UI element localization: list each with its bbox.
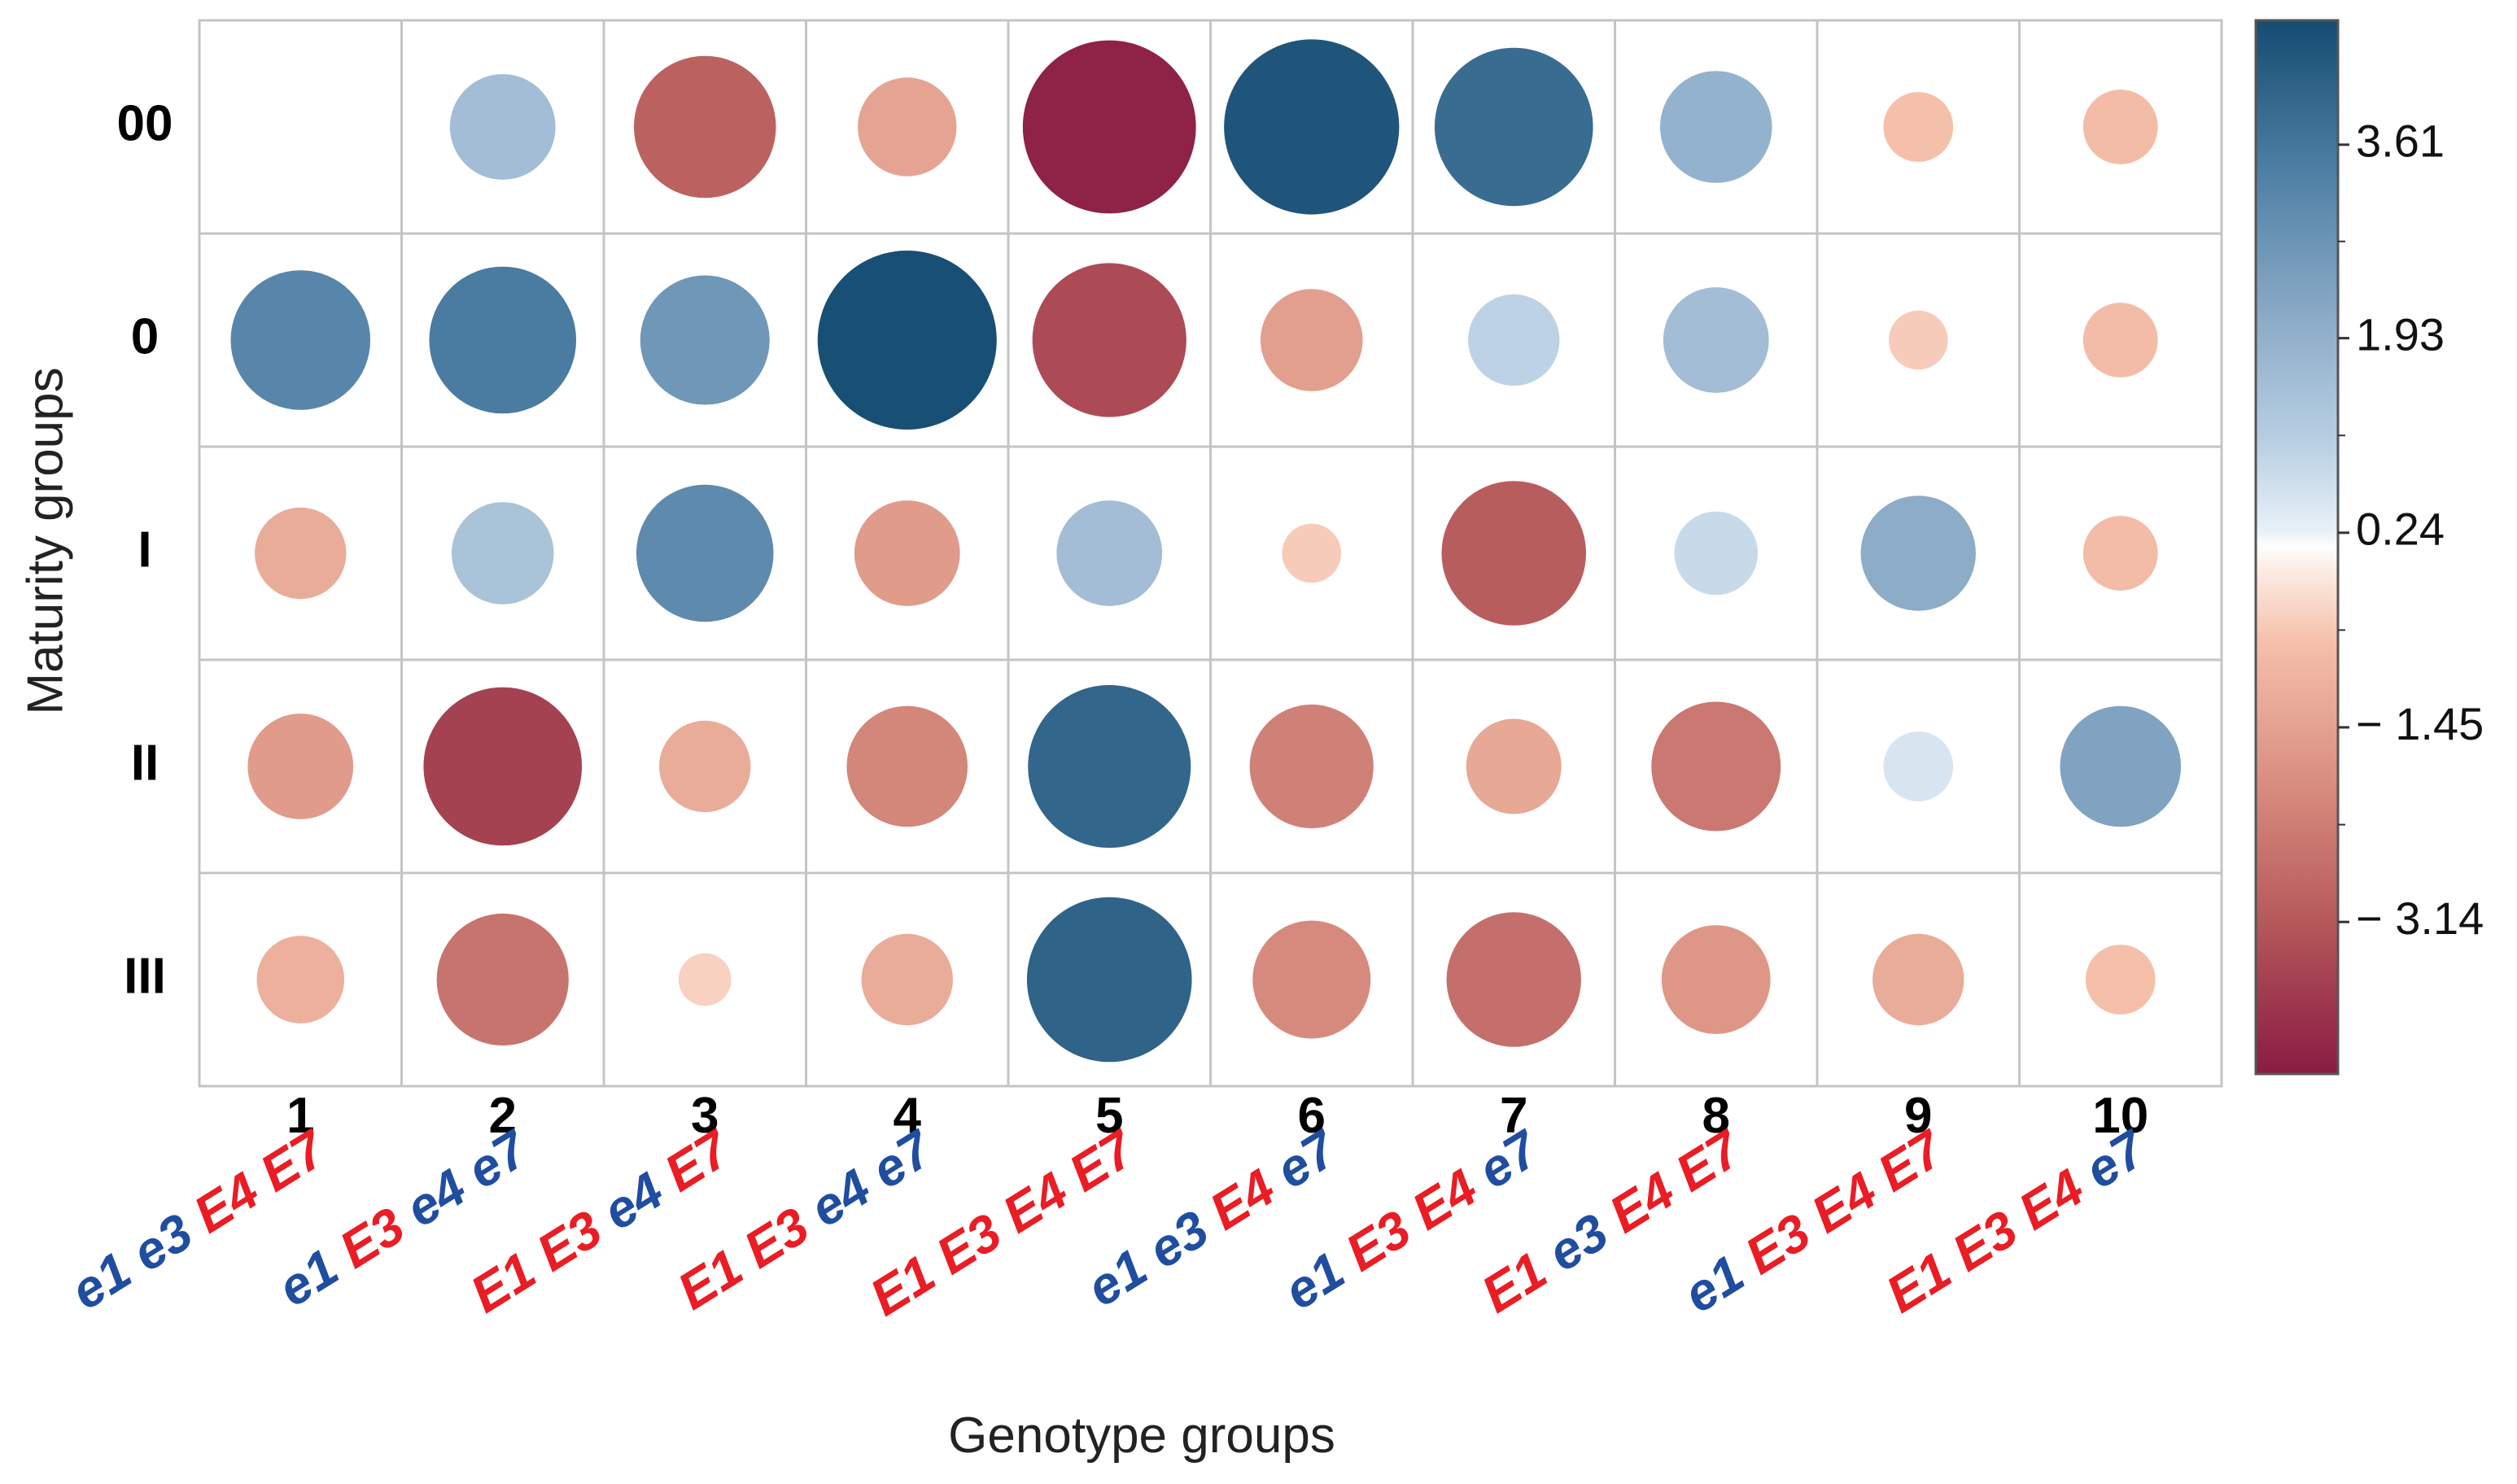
bubble-00-6 <box>1224 39 1400 215</box>
colorbar-tick-label: 1.93 <box>2356 308 2445 360</box>
x-axis-label: Genotype groups <box>948 1408 1335 1464</box>
bubble-III-1 <box>256 936 345 1024</box>
bubble-III-6 <box>1252 920 1371 1039</box>
colorbar-tick-label: 0.24 <box>2356 504 2445 555</box>
bubble-0-9 <box>1888 310 1948 370</box>
bubble-I-10 <box>2082 516 2158 591</box>
bubble-I-2 <box>451 502 554 605</box>
bubble-00-9 <box>1883 92 1954 162</box>
y-tick-label: 0 <box>131 308 159 364</box>
bubble-III-2 <box>436 913 569 1046</box>
bubble-0-4 <box>817 251 997 430</box>
y-tick-label: 00 <box>117 95 173 151</box>
bubble-II-2 <box>423 687 583 846</box>
bubble-0-7 <box>1468 294 1560 386</box>
bubble-III-8 <box>1661 925 1771 1034</box>
y-tick-label: II <box>131 735 159 791</box>
bubble-0-10 <box>2082 303 2158 378</box>
colorbar-gradient <box>2254 19 2340 1076</box>
bubble-I-5 <box>1056 500 1163 606</box>
bubble-II-9 <box>1883 731 1954 801</box>
x-tick-label: 1 <box>286 1088 314 1144</box>
bubble-0-5 <box>1032 263 1186 417</box>
bubble-00-4 <box>858 77 957 177</box>
colorbar-tick-label: − 1.45 <box>2356 698 2484 749</box>
bubble-III-9 <box>1872 933 1964 1026</box>
x-tick-label: 9 <box>1904 1088 1932 1144</box>
bubble-III-3 <box>678 953 732 1006</box>
bubble-I-1 <box>255 507 347 600</box>
bubble-III-5 <box>1026 897 1192 1063</box>
bubble-I-8 <box>1674 511 1759 596</box>
y-tick-label: III <box>124 948 166 1004</box>
bubble-II-7 <box>1466 718 1562 814</box>
bubble-II-3 <box>659 720 751 813</box>
x-tick-label: 3 <box>691 1088 719 1144</box>
colorbar: 3.61 1.93 0.24 − 1.45 − 3.14 <box>2254 19 2484 1076</box>
bubble-III-4 <box>861 933 953 1026</box>
x-tick-label: 10 <box>2092 1088 2148 1144</box>
bubble-I-3 <box>636 484 774 622</box>
bubble-III-7 <box>1446 912 1581 1047</box>
x-tick-labels: 1 2 3 4 5 6 7 8 9 10 <box>286 1088 2148 1144</box>
colorbar-tick-label: − 3.14 <box>2356 893 2484 944</box>
bubble-0-1 <box>230 270 371 410</box>
bubble-III-10 <box>2085 945 2156 1015</box>
x-tick-label: 5 <box>1095 1088 1123 1144</box>
x-tick-label: 7 <box>1500 1088 1527 1144</box>
x-tick-label: 4 <box>894 1088 922 1144</box>
y-axis-label: Maturity groups <box>17 367 73 714</box>
bubble-I-7 <box>1441 481 1587 626</box>
bubble-I-6 <box>1282 523 1342 583</box>
bubble-II-1 <box>247 714 354 819</box>
colorbar-tick-label: 3.61 <box>2356 116 2445 167</box>
bubble-II-6 <box>1249 704 1374 829</box>
bubble-0-2 <box>429 266 577 414</box>
bubble-00-2 <box>449 74 556 180</box>
bubble-0-8 <box>1663 287 1769 393</box>
x-tick-label: 6 <box>1298 1088 1326 1144</box>
bubble-00-10 <box>2082 89 2158 164</box>
bubbles <box>230 39 2182 1063</box>
bubble-I-9 <box>1860 495 1976 611</box>
y-tick-label: I <box>138 522 151 578</box>
bubble-II-5 <box>1028 685 1191 848</box>
x-tick-label: 2 <box>489 1088 517 1144</box>
bubble-II-10 <box>2060 705 2182 827</box>
bubble-II-4 <box>846 705 968 827</box>
x-tick-label: 8 <box>1702 1088 1730 1144</box>
bubble-00-8 <box>1659 71 1772 183</box>
bubble-II-8 <box>1651 701 1781 831</box>
bubble-I-4 <box>854 500 960 606</box>
bubble-0-6 <box>1260 289 1363 391</box>
bubble-0-3 <box>640 275 770 405</box>
bubble-00-3 <box>633 55 776 199</box>
bubble-00-5 <box>1022 40 1196 214</box>
bubble-00-7 <box>1434 47 1593 207</box>
